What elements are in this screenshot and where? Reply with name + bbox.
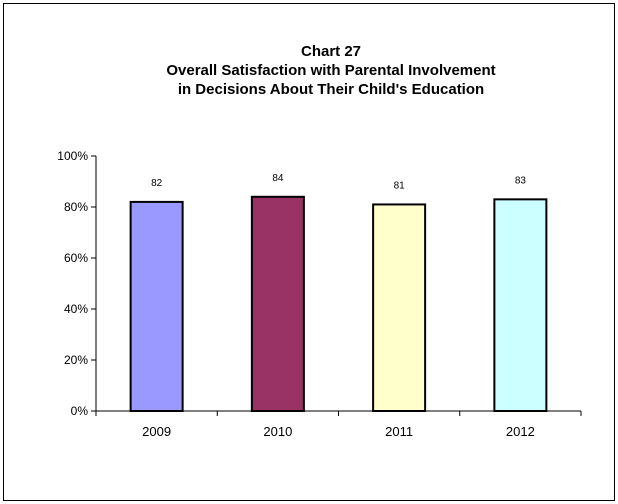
y-tick-label: 60% bbox=[64, 251, 88, 265]
chart-title: Chart 27 bbox=[301, 43, 361, 60]
data-label: 81 bbox=[394, 180, 406, 191]
bar bbox=[493, 198, 548, 412]
y-tick-label: 100% bbox=[57, 149, 88, 163]
y-tick-label: 0% bbox=[71, 404, 89, 418]
bar-chart: Chart 27 Overall Satisfaction with Paren… bbox=[57, 43, 582, 439]
data-label: 82 bbox=[151, 178, 163, 189]
y-tick-label: 40% bbox=[64, 302, 88, 316]
y-tick-label: 20% bbox=[64, 353, 88, 367]
chart-subtitle-line-2: in Decisions About Their Child's Educati… bbox=[178, 81, 484, 98]
data-label: 84 bbox=[272, 173, 284, 184]
data-label: 83 bbox=[515, 175, 527, 186]
x-tick-label: 2010 bbox=[263, 424, 292, 439]
plot-area: 0% 20% 40% 60% 80% 100% 82 2009 84 2010 81 2011 83 20… bbox=[57, 149, 582, 439]
chart-subtitle-line-1: Overall Satisfaction with Parental Invol… bbox=[166, 62, 495, 79]
x-tick-label: 2011 bbox=[385, 424, 413, 439]
bar bbox=[372, 203, 427, 412]
y-tick-label: 80% bbox=[64, 200, 88, 214]
bar bbox=[250, 195, 305, 412]
chart-frame: Chart 27 Overall Satisfaction with Paren… bbox=[3, 3, 615, 501]
x-tick-label: 2012 bbox=[506, 424, 535, 439]
bar bbox=[129, 200, 184, 412]
x-tick-label: 2009 bbox=[142, 424, 171, 439]
